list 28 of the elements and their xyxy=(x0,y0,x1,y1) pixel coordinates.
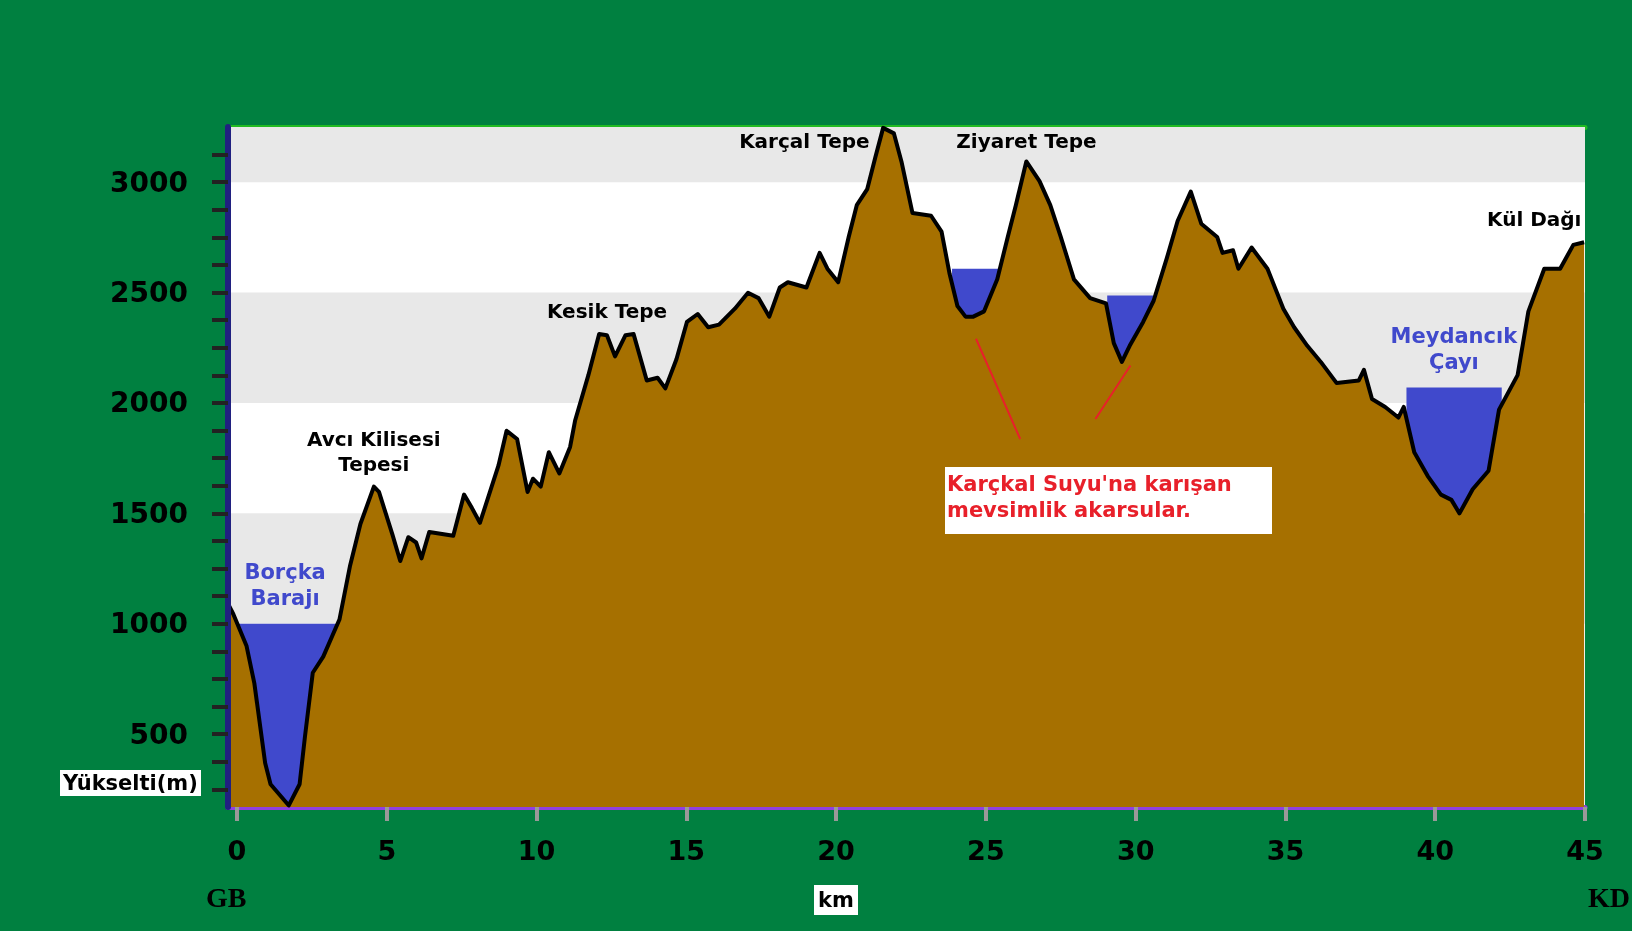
y-tick-label: 500 xyxy=(129,717,188,751)
x-tick-label: 30 xyxy=(1116,835,1155,866)
y-axis-title: Yükselti(m) xyxy=(60,770,201,797)
text: KD xyxy=(1588,881,1630,915)
annotation: Kesik Tepe xyxy=(546,299,668,325)
x-axis-title: km xyxy=(814,885,858,916)
x-tick-label: 5 xyxy=(377,835,397,866)
x-tick-label: 20 xyxy=(817,835,855,866)
x-tick-label: 45 xyxy=(1566,835,1604,866)
y-tick-label: 3000 xyxy=(110,165,188,199)
annotation: Avcı Kilisesi Tepesi xyxy=(306,426,441,477)
series-label: Borçka Barajı xyxy=(244,558,326,612)
text: GB xyxy=(206,881,247,915)
x-tick-label: 10 xyxy=(517,835,556,866)
x-tick-label: 35 xyxy=(1266,835,1305,866)
annotation: Karçkal Suyu'na karışan mevsimlik akarsular. xyxy=(945,467,1272,534)
y-tick-label: 1500 xyxy=(110,496,188,530)
x-tick-label: 15 xyxy=(667,835,706,866)
annotation: Karçal Tepe xyxy=(739,129,870,154)
x-tick-label: 25 xyxy=(967,835,1005,866)
y-tick-label: 1000 xyxy=(110,607,188,641)
annotation: Ziyaret Tepe xyxy=(956,129,1097,154)
annotation: Kül Dağı xyxy=(1487,207,1582,233)
y-tick-label: 2500 xyxy=(110,276,188,310)
y-tick-label: 2000 xyxy=(110,386,188,420)
x-tick-label: 40 xyxy=(1416,835,1455,866)
x-tick-label: 0 xyxy=(227,835,247,866)
series-label: Meydancık Çayı xyxy=(1390,322,1518,376)
